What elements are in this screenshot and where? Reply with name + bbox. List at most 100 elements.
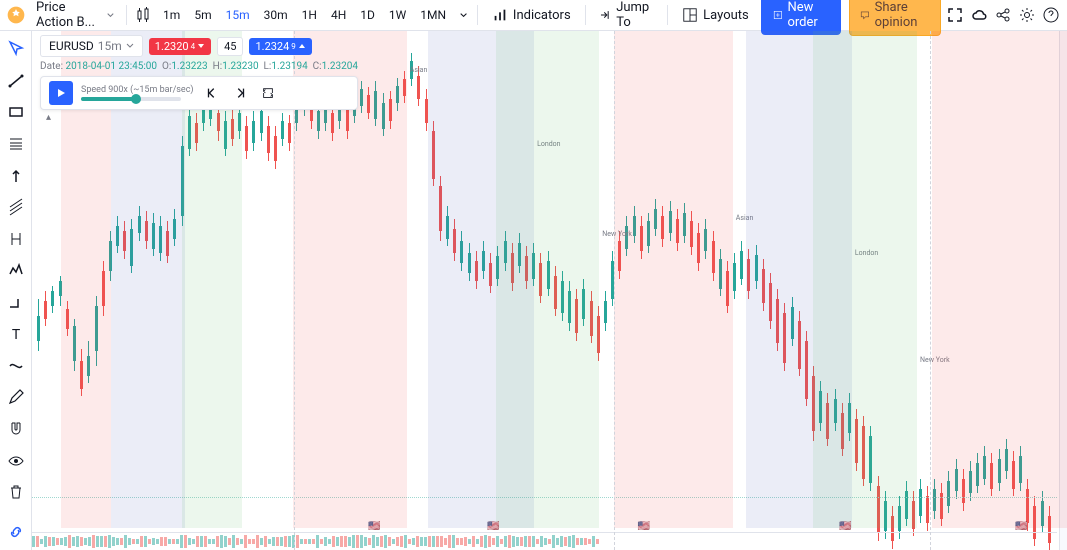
news-flag-icon[interactable]: 🇺🇸 bbox=[487, 521, 499, 532]
volume-bar bbox=[520, 537, 523, 546]
magnet-tool-icon[interactable] bbox=[4, 417, 28, 441]
trash-tool-icon[interactable] bbox=[4, 481, 28, 505]
volume-bar bbox=[36, 536, 39, 548]
volume-bar bbox=[104, 536, 107, 547]
timeframe-4H[interactable]: 4H bbox=[325, 4, 352, 26]
volume-bar bbox=[400, 536, 403, 547]
volume-bar bbox=[512, 536, 515, 548]
timeframe-1D[interactable]: 1D bbox=[354, 4, 381, 26]
volume-bar bbox=[156, 539, 159, 544]
news-flag-icon[interactable]: 🇺🇸 bbox=[1015, 521, 1027, 532]
step-forward-icon[interactable] bbox=[230, 83, 250, 103]
timeframe-5m[interactable]: 5m bbox=[188, 4, 217, 26]
fullscreen-icon[interactable] bbox=[945, 1, 965, 29]
text-tool-icon[interactable]: T bbox=[4, 322, 28, 346]
volume-bar bbox=[200, 536, 203, 546]
bid-price[interactable]: 1.23204 bbox=[149, 38, 211, 55]
chart-area[interactable]: AsianLondonNew YorkAsianLondonNew YorkAs… bbox=[32, 31, 1067, 550]
volume-bar bbox=[308, 539, 311, 543]
fib-tool-icon[interactable] bbox=[4, 132, 28, 156]
volume-bar bbox=[488, 536, 491, 547]
volume-bar bbox=[372, 535, 375, 548]
volume-bar bbox=[328, 539, 331, 544]
help-icon[interactable] bbox=[1041, 1, 1061, 29]
volume-bar bbox=[68, 535, 71, 547]
share-icon[interactable] bbox=[993, 1, 1013, 29]
speed-slider[interactable] bbox=[81, 97, 181, 101]
timeframe-30m[interactable]: 30m bbox=[258, 4, 294, 26]
volume-bar bbox=[316, 535, 319, 548]
playback-panel: Speed 900x (~15m bar/sec) bbox=[40, 76, 358, 110]
indicators-button[interactable]: Indicators bbox=[484, 3, 579, 27]
volume-bar bbox=[344, 536, 347, 548]
count-badge: 45 bbox=[217, 37, 243, 56]
volume-bar bbox=[72, 537, 75, 546]
loop-icon[interactable] bbox=[258, 83, 278, 103]
pitchfork-tool-icon[interactable] bbox=[4, 195, 28, 219]
settings-icon[interactable] bbox=[1017, 1, 1037, 29]
timeframe-1W[interactable]: 1W bbox=[383, 4, 412, 26]
timeframe-1H[interactable]: 1H bbox=[296, 4, 323, 26]
volume-bar bbox=[48, 537, 51, 546]
volume-bar bbox=[276, 537, 279, 546]
cloud-icon[interactable] bbox=[969, 1, 989, 29]
slider-thumb[interactable] bbox=[131, 94, 141, 104]
volume-bar bbox=[300, 539, 303, 545]
timeframe-15m[interactable]: 15m bbox=[220, 4, 256, 26]
news-flag-icon[interactable]: 🇺🇸 bbox=[839, 521, 851, 532]
rectangle-tool-icon[interactable] bbox=[4, 100, 28, 124]
symbol-pill[interactable]: EURUSD 15m bbox=[40, 35, 143, 57]
link-icon[interactable] bbox=[4, 520, 28, 544]
cursor-tool-icon[interactable] bbox=[4, 37, 28, 61]
layouts-icon bbox=[682, 7, 698, 23]
collapse-toggle[interactable]: ▴ bbox=[40, 112, 358, 123]
chart-header: EURUSD 15m 1.23204 45 1.23249 Date: 2018… bbox=[40, 35, 358, 123]
volume-bar bbox=[500, 539, 503, 545]
step-back-icon[interactable] bbox=[202, 83, 222, 103]
volume-bar bbox=[204, 536, 207, 547]
ask-price[interactable]: 1.23249 bbox=[249, 38, 311, 55]
volume-bar bbox=[172, 539, 175, 543]
pattern-tool-icon[interactable] bbox=[4, 259, 28, 283]
trendline-tool-icon[interactable] bbox=[4, 69, 28, 93]
eye-tool-icon[interactable] bbox=[4, 449, 28, 473]
pencil-tool-icon[interactable] bbox=[4, 386, 28, 410]
shape-tool-icon[interactable] bbox=[4, 291, 28, 315]
volume-bar bbox=[112, 537, 115, 546]
volume-bar bbox=[456, 538, 459, 545]
arrow-tool-icon[interactable] bbox=[4, 164, 28, 188]
volume-bar bbox=[396, 537, 399, 546]
arrow-down-icon bbox=[197, 42, 205, 50]
app-logo-icon bbox=[6, 5, 26, 25]
volume-bar bbox=[464, 537, 467, 547]
day-divider bbox=[930, 31, 931, 550]
session-label: Asian bbox=[410, 66, 428, 74]
volume-bar bbox=[380, 536, 383, 547]
strategy-selector[interactable]: Price Action B... bbox=[30, 0, 120, 30]
volume-bar bbox=[236, 538, 239, 544]
volume-bar bbox=[492, 538, 495, 545]
order-icon bbox=[773, 8, 783, 22]
brush-tool-icon[interactable] bbox=[4, 354, 28, 378]
range-tool-icon[interactable] bbox=[4, 227, 28, 251]
volume-bar bbox=[576, 538, 579, 544]
timeframe-1m[interactable]: 1m bbox=[157, 4, 186, 26]
arrow-up-icon bbox=[298, 42, 306, 50]
jump-to-icon bbox=[599, 7, 611, 23]
jump-to-button[interactable]: Jump To bbox=[591, 0, 661, 34]
new-order-button[interactable]: New order bbox=[761, 0, 841, 35]
play-button[interactable] bbox=[49, 81, 73, 105]
volume-bar bbox=[268, 539, 271, 543]
session-zone bbox=[614, 31, 733, 528]
volume-bar bbox=[92, 535, 95, 548]
volume-bar bbox=[376, 537, 379, 546]
volume-bar bbox=[140, 536, 143, 547]
news-flag-icon[interactable]: 🇺🇸 bbox=[368, 521, 380, 532]
layouts-button[interactable]: Layouts bbox=[674, 3, 757, 27]
candle-style-icon[interactable] bbox=[133, 1, 153, 29]
volume-bar bbox=[508, 535, 511, 549]
news-flag-icon[interactable]: 🇺🇸 bbox=[637, 521, 649, 532]
timeframe-1MN[interactable]: 1MN bbox=[414, 4, 452, 26]
chevron-down-icon[interactable] bbox=[460, 10, 467, 20]
volume-bar bbox=[388, 537, 391, 545]
